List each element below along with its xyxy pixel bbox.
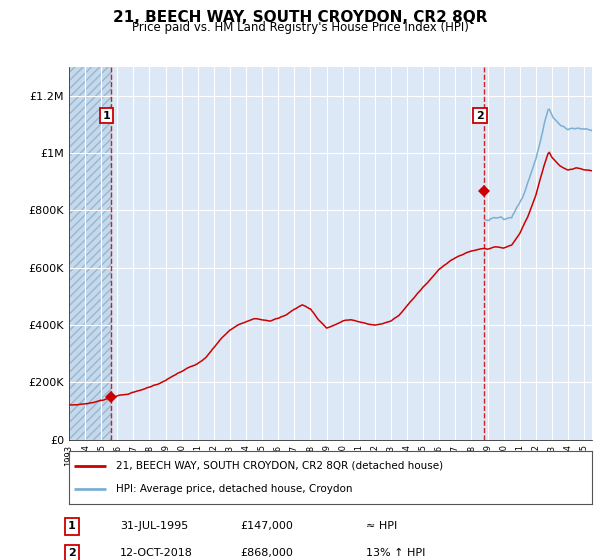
Text: £147,000: £147,000 [240,521,293,531]
Text: £868,000: £868,000 [240,548,293,558]
Text: 12-OCT-2018: 12-OCT-2018 [120,548,193,558]
Text: 21, BEECH WAY, SOUTH CROYDON, CR2 8QR (detached house): 21, BEECH WAY, SOUTH CROYDON, CR2 8QR (d… [116,461,443,471]
Text: 2: 2 [476,111,484,120]
Text: 31-JUL-1995: 31-JUL-1995 [120,521,188,531]
Text: 1: 1 [103,111,110,120]
Text: 2: 2 [68,548,76,558]
Text: 1: 1 [68,521,76,531]
Bar [69,67,110,440]
Text: ≈ HPI: ≈ HPI [366,521,397,531]
Text: 21, BEECH WAY, SOUTH CROYDON, CR2 8QR: 21, BEECH WAY, SOUTH CROYDON, CR2 8QR [113,10,487,25]
Text: 13% ↑ HPI: 13% ↑ HPI [366,548,425,558]
Bar [69,67,110,440]
Text: HPI: Average price, detached house, Croydon: HPI: Average price, detached house, Croy… [116,484,353,494]
Text: Price paid vs. HM Land Registry's House Price Index (HPI): Price paid vs. HM Land Registry's House … [131,21,469,34]
